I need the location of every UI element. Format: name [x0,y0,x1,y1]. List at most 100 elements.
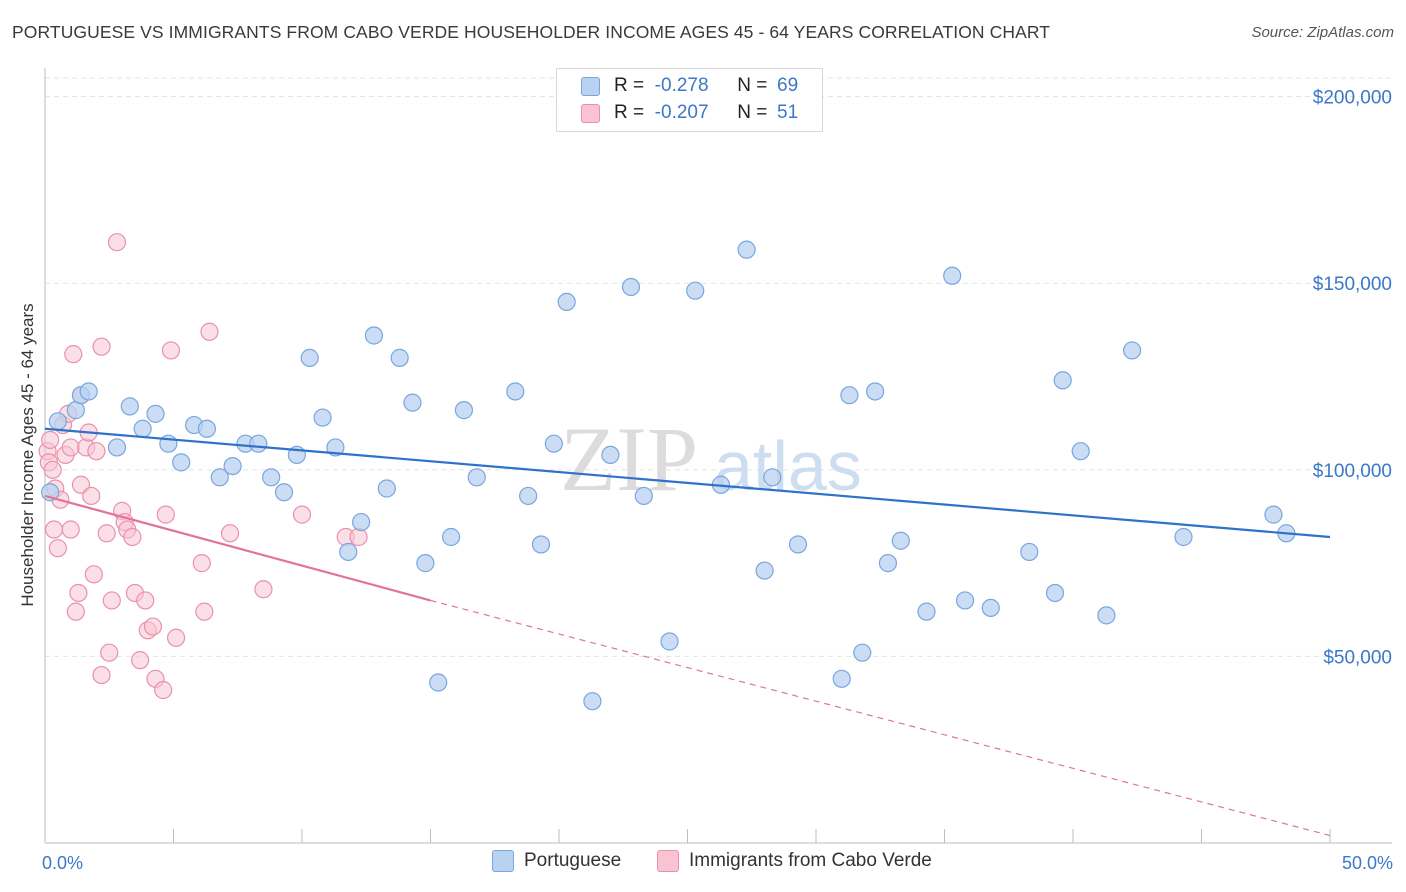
bottom-legend-label: Portuguese [524,850,622,871]
portuguese-point [249,434,268,453]
cabo-verde-point [61,520,80,539]
portuguese-point [339,542,358,562]
portuguese-point [891,531,910,550]
cabo-verde-point [41,430,60,450]
portuguese-point [146,404,165,423]
y-axis-label: Householder Income Ages 45 - 64 years [18,303,37,606]
legend-r-value: -0.207 [654,102,709,123]
portuguese-point [300,348,319,367]
legend-n-value: 69 [777,75,799,96]
cabo-verde-point [61,438,80,457]
portuguese-point [853,643,872,662]
portuguese-point [583,692,602,711]
portuguese-point [955,591,975,610]
y-tick-labels: $50,000 $100,000 $150,000 $200,000 [1313,88,1392,669]
portuguese-point [660,632,679,651]
portuguese-point [1053,371,1072,390]
correlation-legend: R = -0.278 N = 69 R = -0.207 N = 51 [556,68,823,132]
portuguese-point [917,602,936,621]
cabo-verde-point [292,505,312,524]
portuguese-point [133,419,152,438]
portuguese-point [634,486,653,506]
legend-n-value: 51 [777,102,799,123]
cabo-verde-point [220,524,240,543]
cabo-verde-point [143,617,163,636]
portuguese-point [1071,442,1090,461]
cabo-verde-point [82,486,101,506]
cabo-verde-points [38,233,368,700]
cabo-verde-point [71,475,91,494]
cabo-verde-point [84,565,103,584]
legend-n-label: N = [737,75,768,96]
cabo-verde-point [48,539,67,558]
chart-title: PORTUGUESE VS IMMIGRANTS FROM CABO VERDE… [12,22,1051,42]
portuguese-point [441,527,461,547]
portuguese-point [832,669,851,688]
portuguese-point [737,240,756,259]
portuguese-point [416,554,435,573]
portuguese-point [48,412,67,431]
watermark-atlas: atlas [714,427,862,505]
portuguese-point [1020,542,1039,562]
portuguese-point [981,598,1000,618]
portuguese-point [1264,505,1283,524]
y-tick-label: $100,000 [1313,461,1392,482]
cabo-verde-point [100,643,119,662]
cabo-verde-point [43,460,62,479]
trend-lines [44,427,1331,837]
cabo-verde-point [92,665,111,685]
portuguese-point [467,468,486,487]
cabo-verde-point [92,337,111,356]
portuguese-point [313,408,332,427]
cabo-verde-point [154,680,173,700]
portuguese-point [403,393,422,412]
portuguese-point [210,468,229,487]
cabo-verde-point [200,322,219,341]
portuguese-point [763,468,782,487]
cabo-verde-point [44,520,64,539]
cabo-verde-point [123,527,142,547]
portuguese-point [557,292,576,312]
portuguese-trend-line [44,427,1331,539]
legend-swatch-pink [581,103,600,123]
portuguese-point [79,382,98,401]
cabo-verde-point [254,580,273,599]
portuguese-point [120,397,139,416]
y-tick-label: $200,000 [1313,88,1392,109]
cabo-verde-point [69,583,88,603]
cabo-verde-trend-extension [430,599,1331,837]
portuguese-point [788,535,808,554]
portuguese-point [878,554,898,573]
portuguese-point [197,419,217,438]
portuguese-point [390,348,409,367]
portuguese-point [107,438,127,457]
cabo-verde-point [64,345,83,364]
legend-r-label: R = [614,75,645,96]
cabo-verde-trend-line [44,494,431,602]
portuguese-point [519,486,538,506]
portuguese-point [506,382,525,401]
portuguese-point [531,535,551,554]
x-tick-labels: 0.0% 50.0% [42,853,1393,873]
bottom-legend-portuguese: Portuguese [492,850,621,872]
portuguese-point [686,281,705,300]
portuguese-point [274,483,294,502]
watermark-zip: ZIP [560,408,698,510]
x-tick-label: 50.0% [1342,853,1393,873]
portuguese-point [223,456,242,476]
source-credit: Source: ZipAtlas.com [1251,24,1394,41]
cabo-verde-point [161,341,181,360]
cabo-verde-point [87,442,106,461]
cabo-verde-point [130,651,150,670]
cabo-verde-point [349,527,368,547]
x-tick-label: 0.0% [42,853,83,873]
portuguese-point [866,382,885,401]
portuguese-point [429,673,448,692]
legend-row-portuguese: R = -0.278 N = 69 [581,73,803,99]
y-tick-label: $50,000 [1323,647,1392,668]
cabo-verde-point [97,524,116,543]
legend-n-label: N = [737,102,768,123]
legend-swatch-blue [581,76,600,96]
legend-row-cabo-verde: R = -0.207 N = 51 [581,100,803,126]
